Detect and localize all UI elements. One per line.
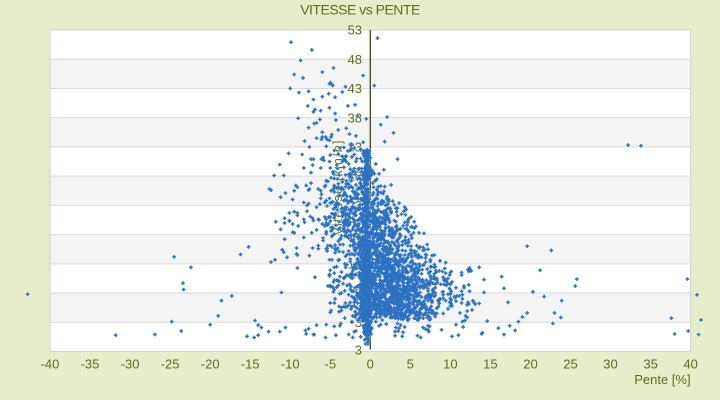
svg-text:-30: -30 bbox=[121, 357, 140, 372]
svg-text:VITESSE vs PENTE: VITESSE vs PENTE bbox=[300, 2, 420, 18]
svg-text:-25: -25 bbox=[161, 357, 180, 372]
svg-text:-10: -10 bbox=[281, 357, 300, 372]
svg-text:0: 0 bbox=[367, 357, 374, 372]
svg-text:Pente [%]: Pente [%] bbox=[634, 372, 690, 387]
svg-text:48: 48 bbox=[348, 52, 362, 67]
svg-text:40: 40 bbox=[683, 357, 697, 372]
svg-text:10: 10 bbox=[443, 357, 457, 372]
svg-text:25: 25 bbox=[563, 357, 577, 372]
svg-text:-15: -15 bbox=[241, 357, 260, 372]
svg-text:-35: -35 bbox=[81, 357, 100, 372]
svg-text:-5: -5 bbox=[325, 357, 337, 372]
svg-text:-40: -40 bbox=[41, 357, 60, 372]
svg-text:5: 5 bbox=[407, 357, 414, 372]
svg-text:38: 38 bbox=[348, 110, 362, 125]
svg-text:15: 15 bbox=[483, 357, 497, 372]
svg-text:20: 20 bbox=[523, 357, 537, 372]
svg-text:43: 43 bbox=[348, 81, 362, 96]
svg-text:53: 53 bbox=[348, 23, 362, 38]
svg-text:35: 35 bbox=[643, 357, 657, 372]
svg-text:-20: -20 bbox=[201, 357, 220, 372]
svg-text:30: 30 bbox=[603, 357, 617, 372]
svg-text:3: 3 bbox=[355, 343, 362, 358]
